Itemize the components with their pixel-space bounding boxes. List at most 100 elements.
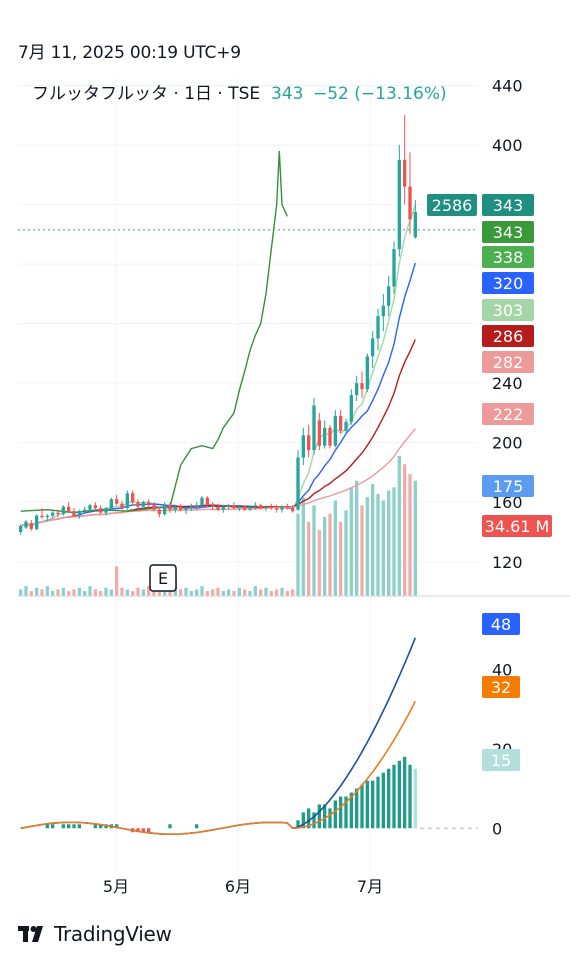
macd-hist-bar — [301, 812, 305, 829]
volume-bar — [408, 474, 412, 596]
price-tag: 282 — [482, 351, 534, 373]
volume-bar — [141, 589, 145, 596]
candle — [243, 505, 247, 512]
candle — [360, 371, 364, 399]
price-tag: 286 — [482, 325, 534, 347]
volume-bar — [248, 591, 252, 596]
volume-bar — [259, 589, 263, 596]
macd-hist-bar — [323, 804, 327, 829]
price-tag-label: 2586 — [432, 196, 473, 215]
price-axis-tick: 440 — [492, 76, 523, 95]
candle — [125, 490, 129, 510]
candle — [381, 293, 385, 332]
candle-body — [253, 505, 257, 507]
candle-body — [168, 505, 172, 510]
price-tag: 175 — [482, 475, 534, 497]
candle — [19, 524, 23, 535]
candle-body — [237, 506, 241, 509]
candle-body — [24, 521, 28, 528]
candle — [152, 502, 156, 512]
candle-body — [232, 505, 236, 509]
candle — [136, 499, 140, 510]
candle — [376, 308, 380, 351]
grid-lines — [18, 78, 478, 872]
candle-body — [403, 159, 407, 187]
candle-body — [109, 499, 113, 509]
price-tag: 320 — [482, 272, 534, 294]
candle — [173, 505, 177, 513]
candle — [259, 503, 263, 510]
price-tag-label: 34.61 M — [485, 517, 550, 536]
volume-bar — [184, 587, 188, 596]
volume-bar — [232, 591, 236, 596]
candle — [264, 505, 268, 512]
candle — [147, 499, 151, 509]
time-axis-tick: 6月 — [225, 877, 251, 896]
candle-body — [323, 427, 327, 446]
volume-bar — [339, 521, 343, 596]
candle — [323, 420, 327, 449]
volume-bar — [285, 591, 289, 596]
volume-bar — [413, 480, 417, 596]
candle-body — [200, 497, 204, 506]
candle-body — [205, 497, 209, 506]
candle — [216, 503, 220, 512]
volume-bar — [77, 587, 81, 596]
candle-body — [51, 512, 55, 516]
volume-bar — [227, 589, 231, 596]
candle — [77, 509, 81, 519]
price-tag: 222 — [482, 403, 534, 425]
ma-short-line — [20, 205, 416, 527]
candle — [296, 450, 300, 512]
candle — [205, 496, 209, 507]
tradingview-logo-icon — [18, 926, 43, 942]
macd-axis-tick: 0 — [492, 819, 502, 838]
macd-panel[interactable] — [20, 637, 478, 835]
volume-bars — [19, 456, 417, 596]
volume-bar — [216, 587, 220, 596]
candle-body — [355, 383, 359, 396]
price-tag-label: 320 — [493, 274, 524, 293]
candle — [157, 506, 161, 518]
macd-tag-label: 15 — [491, 751, 511, 770]
candle-body — [333, 415, 337, 446]
price-tag: 303 — [482, 299, 534, 321]
candle-body — [19, 526, 23, 532]
candle — [99, 505, 103, 515]
volume-bar — [45, 586, 49, 596]
macd-hist-bar — [136, 828, 140, 833]
volume-bar — [355, 480, 359, 596]
candle — [56, 509, 60, 518]
price-tag: 343 — [482, 194, 534, 216]
volume-bar — [200, 586, 204, 596]
volume-bar — [88, 586, 92, 596]
macd-hist-bar — [72, 824, 76, 829]
candle — [280, 505, 284, 513]
volume-bar — [189, 591, 193, 596]
candle — [333, 409, 337, 448]
candle — [115, 494, 119, 506]
candle — [269, 503, 273, 510]
candle — [365, 353, 369, 393]
candle-body — [243, 506, 247, 510]
candle-body — [61, 506, 65, 515]
price-tag-bg — [482, 325, 534, 347]
candle-body — [291, 508, 295, 512]
price-tag-label: 282 — [493, 353, 524, 372]
price-tag-bg — [482, 272, 534, 294]
candle-body — [221, 506, 225, 510]
volume-bar — [205, 591, 209, 596]
price-tag-bg — [482, 221, 534, 243]
macd-axis-tick: 40 — [492, 661, 512, 680]
price-tag-label: 222 — [493, 405, 524, 424]
candle-body — [125, 493, 129, 509]
candle-body — [285, 506, 289, 509]
volume-bar — [243, 589, 247, 596]
candle-body — [141, 502, 145, 507]
macd-hist-bar — [317, 804, 321, 829]
price-tag-label: 343 — [493, 196, 524, 215]
candles[interactable]: E — [18, 115, 478, 592]
volume-bar — [387, 490, 391, 596]
candle — [392, 241, 396, 294]
